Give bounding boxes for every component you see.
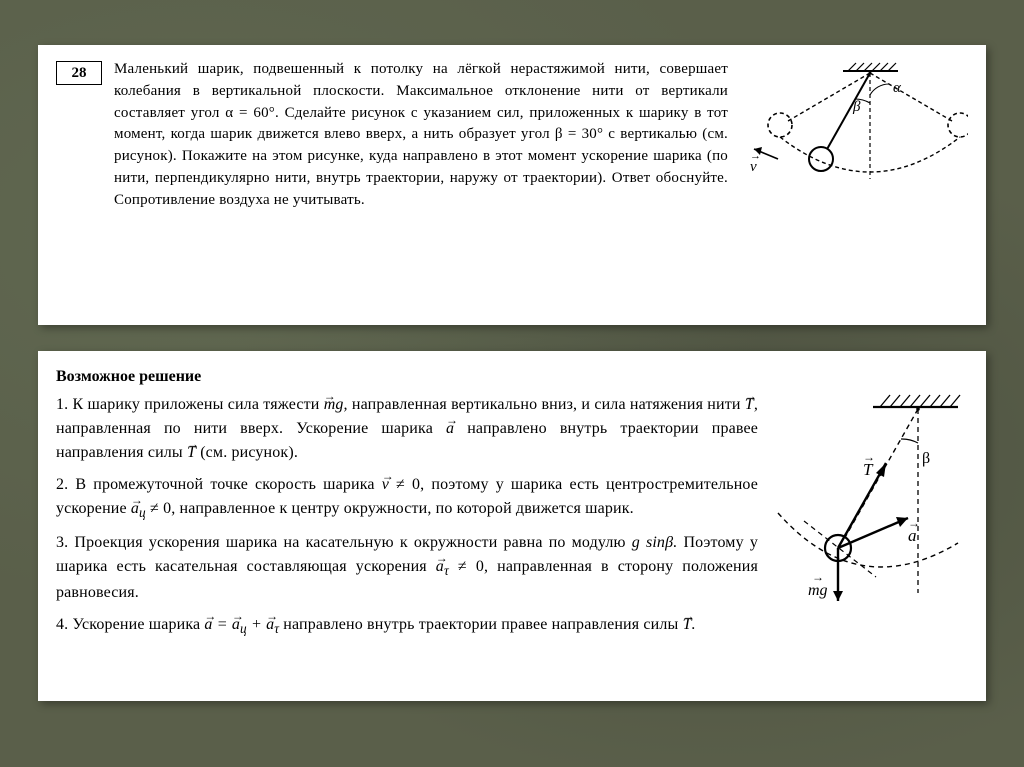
- svg-text:→: →: [863, 450, 875, 464]
- mg-label: mg: [808, 582, 828, 599]
- svg-text:→: →: [750, 150, 761, 162]
- problem-statement: Маленький шарик, подвешенный к потолку н…: [114, 59, 736, 309]
- solution-figure: β T → a → mg →: [768, 393, 968, 613]
- solution-body: β T → a → mg → 1. К шарику пр: [56, 393, 968, 640]
- problem-number-box: 28: [56, 61, 102, 85]
- problem-figure: α β v →: [748, 59, 968, 309]
- solution-title: Возможное решение: [56, 365, 968, 389]
- sol-beta-label: β: [922, 450, 930, 467]
- beta-label: β: [852, 99, 861, 115]
- solution-p4: 4. Ускорение шарика a = aц + aτ направле…: [56, 613, 968, 639]
- svg-text:→: →: [908, 516, 920, 530]
- solution-panel: Возможное решение: [38, 351, 986, 701]
- alpha-label: α: [893, 80, 902, 96]
- svg-text:→: →: [812, 570, 824, 584]
- problem-panel: 28 Маленький шарик, подвешенный к потолк…: [38, 45, 986, 325]
